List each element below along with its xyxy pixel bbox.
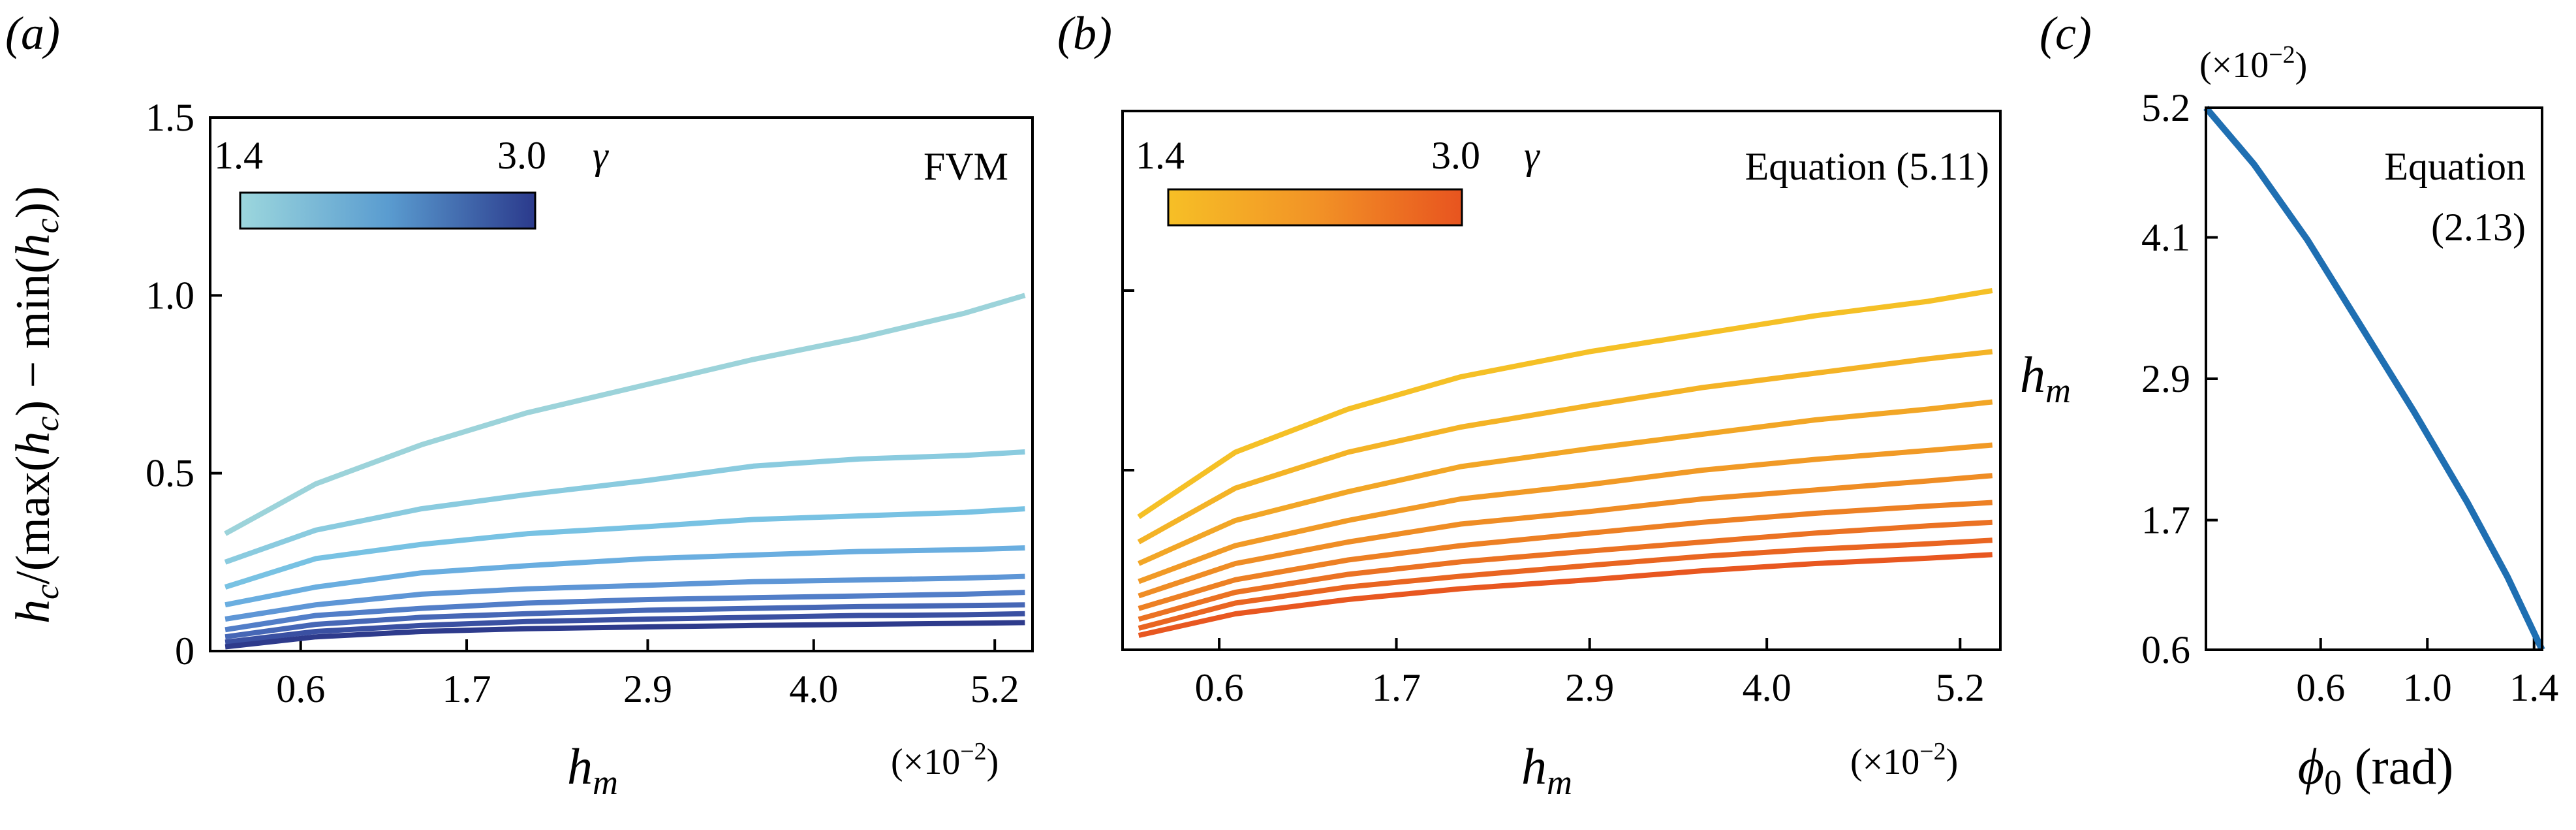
panel-c-series-0 bbox=[2203, 105, 2545, 652]
panel-a-ytick-label: 0.5 bbox=[146, 452, 194, 495]
panel-c-frame bbox=[2205, 106, 2543, 651]
panel-a-xtick-label: 2.9 bbox=[623, 667, 672, 710]
panel-b-colorbar-max: 3.0 bbox=[1431, 134, 1480, 177]
panel-c-annotation-line2: (2.13) bbox=[2431, 206, 2526, 249]
panel-b-series-0 bbox=[1137, 288, 1993, 519]
panel-b-series-8 bbox=[1138, 552, 1993, 638]
panel-a-ylabel: hc/(max(hc) − min(hc)) bbox=[7, 186, 66, 624]
panel-b-series-7 bbox=[1138, 537, 1993, 631]
panel-b-colorbar-min: 1.4 bbox=[1136, 134, 1185, 177]
panel-a-xtick-label: 1.7 bbox=[442, 667, 491, 710]
panel-a-xtick-label: 0.6 bbox=[276, 667, 325, 710]
panel-a-x-multiplier: (×10−2) bbox=[891, 738, 999, 782]
panel-a-label: (a) bbox=[5, 7, 60, 59]
panel-a-series-2 bbox=[224, 506, 1025, 590]
panel-a-frame bbox=[209, 116, 1034, 652]
panel-c-ytick-label: 4.1 bbox=[2141, 215, 2190, 259]
panel-c-label: (c) bbox=[2040, 7, 2092, 59]
panel-a-series-7 bbox=[225, 611, 1025, 645]
panel-b-series-1 bbox=[1137, 349, 1993, 545]
panel-b-series-4 bbox=[1138, 473, 1993, 599]
panel-a-ytick-label: 0 bbox=[175, 630, 194, 673]
panel-c-ytick-label: 5.2 bbox=[2141, 86, 2190, 129]
panel-a-xtick-label: 4.0 bbox=[789, 667, 838, 710]
panel-a: (a) hc/(max(hc) − min(hc)) 0.6 1.7 2.9 4.0 5… bbox=[5, 7, 1034, 802]
panel-a-colorbar-variable: γ bbox=[593, 134, 609, 177]
panel-c-plot-area: 0.6 1.0 1.4 0.6 1.7 2.9 4.1 5.2 bbox=[2141, 86, 2558, 709]
panel-b-series-6 bbox=[1138, 519, 1993, 622]
panel-b-label: (b) bbox=[1057, 7, 1112, 59]
panel-b-colorbar-variable: γ bbox=[1524, 134, 1540, 177]
panel-a-ytick-label: 1.5 bbox=[146, 96, 194, 139]
panel-b-frame bbox=[1121, 110, 2002, 651]
panel-b-xtick-label: 2.9 bbox=[1565, 666, 1614, 709]
panel-a-series-8 bbox=[225, 620, 1025, 650]
panel-b-series-5 bbox=[1138, 500, 1993, 611]
panel-a-series-0 bbox=[224, 293, 1026, 536]
panel-a-series-4 bbox=[225, 573, 1025, 622]
panel-c-xlabel: ϕ0 (rad) bbox=[2298, 738, 2453, 802]
panel-a-colorbar bbox=[239, 191, 536, 230]
panel-c-xtick-label: 0.6 bbox=[2296, 666, 2345, 709]
panel-c-annotation-line1: Equation bbox=[2384, 145, 2526, 188]
panel-a-series-3 bbox=[225, 545, 1025, 608]
panel-a-plot-area: 0.6 1.7 2.9 4.0 5.2 0 0.5 1.0 1.5 bbox=[146, 96, 1026, 710]
panel-a-annotation: FVM bbox=[923, 145, 1008, 188]
panel-b-xtick-label: 5.2 bbox=[1936, 666, 1985, 709]
panel-b-colorbar bbox=[1167, 188, 1463, 227]
panel-b: (b) 0.6 1.7 2.9 4.0 5.2 1.4 3.0 γ Equation (… bbox=[1057, 7, 2002, 802]
panel-a-colorbar-max: 3.0 bbox=[497, 134, 546, 177]
panel-c: (c) (×10−2) hm 0.6 1.0 1.40.61.72.94.15.2 … bbox=[2020, 7, 2558, 802]
panel-a-series-1 bbox=[224, 449, 1025, 565]
panel-c-xtick-label: 1.0 bbox=[2403, 666, 2452, 709]
panel-b-xtick-label: 0.6 bbox=[1195, 666, 1244, 709]
panel-c-ytick-label: 1.7 bbox=[2141, 499, 2190, 542]
panel-c-xtick-label: 1.4 bbox=[2509, 666, 2558, 709]
panel-a-series-6 bbox=[225, 602, 1025, 640]
panel-b-plot-area: 0.6 1.7 2.9 4.0 5.2 bbox=[1123, 288, 1993, 709]
panel-a-series-5 bbox=[225, 590, 1025, 633]
panel-b-series-2 bbox=[1138, 399, 1993, 566]
panel-a-xlabel: hm bbox=[567, 738, 618, 802]
panel-b-xtick-label: 4.0 bbox=[1743, 666, 1792, 709]
panel-c-y-multiplier: (×10−2) bbox=[2199, 41, 2307, 86]
panel-b-annotation: Equation (5.11) bbox=[1745, 145, 1989, 188]
panel-b-xlabel: hm bbox=[1521, 738, 1572, 802]
panel-b-xtick-label: 1.7 bbox=[1372, 666, 1421, 709]
panel-a-xtick-label: 5.2 bbox=[970, 667, 1019, 710]
panel-c-ytick-label: 2.9 bbox=[2141, 357, 2190, 400]
panel-b-series-3 bbox=[1138, 442, 1993, 584]
panel-a-ytick-label: 1.0 bbox=[146, 274, 194, 317]
panel-c-ylabel: hm bbox=[2020, 346, 2071, 410]
panel-b-x-multiplier: (×10−2) bbox=[1850, 738, 1958, 782]
panel-a-colorbar-min: 1.4 bbox=[214, 134, 263, 177]
panel-c-ytick-label: 0.6 bbox=[2141, 628, 2190, 671]
